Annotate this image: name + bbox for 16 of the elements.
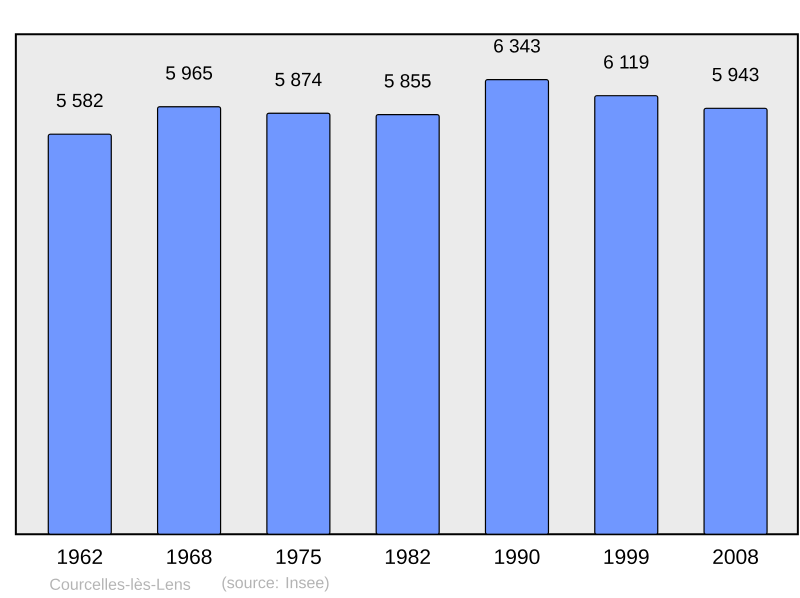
- data-label: 5 943: [712, 68, 758, 82]
- x-tick-label: 1999: [604, 549, 649, 564]
- text: Courcelles-lès-Lens: [50, 578, 190, 590]
- x-tick-label: 1990: [495, 549, 540, 564]
- data-label: 5 855: [384, 74, 431, 88]
- data-label: 5 965: [166, 66, 212, 80]
- data-label: 6 119: [604, 55, 648, 69]
- x-tick-label: 1968: [167, 549, 212, 564]
- data-label: 6 343: [494, 39, 540, 53]
- x-tick-label: 2008: [713, 549, 758, 564]
- x-tick-label: 1982: [386, 549, 430, 564]
- data-label: 5 582: [56, 94, 103, 108]
- x-tick-label: 1975: [276, 549, 321, 564]
- data-label: 5 874: [275, 72, 322, 86]
- x-tick-label: 1962: [58, 549, 102, 564]
- text: (source: Insee): [222, 576, 329, 592]
